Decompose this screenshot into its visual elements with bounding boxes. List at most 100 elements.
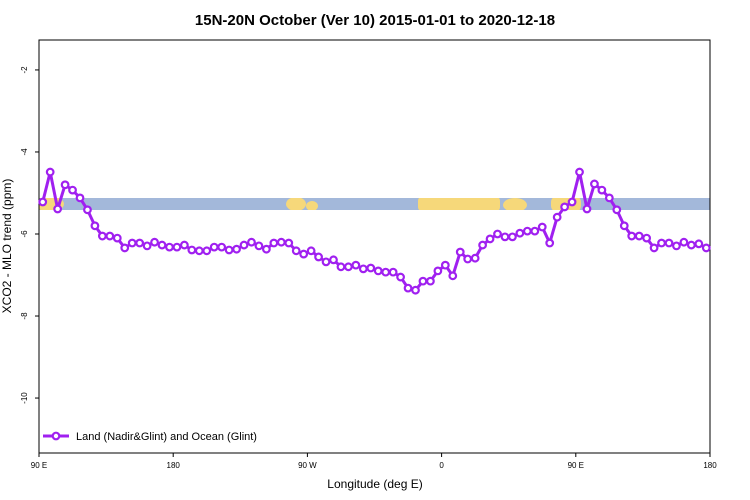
data-point xyxy=(694,239,704,249)
data-point xyxy=(366,263,376,273)
data-point xyxy=(127,238,137,248)
data-point xyxy=(418,276,428,286)
data-point xyxy=(657,238,666,248)
data-point xyxy=(358,264,368,274)
data-point xyxy=(105,231,115,241)
data-point xyxy=(112,233,122,243)
data-point xyxy=(299,249,309,259)
data-point xyxy=(269,238,279,248)
data-point xyxy=(45,167,55,177)
data-point xyxy=(396,272,405,282)
x-tick-label: 0 xyxy=(439,461,444,470)
y-tick-label: -6 xyxy=(20,230,29,238)
data-point xyxy=(179,240,189,250)
data-point xyxy=(686,240,696,250)
data-point xyxy=(373,266,383,276)
data-point xyxy=(120,243,130,253)
data-point xyxy=(75,193,85,203)
data-point xyxy=(53,204,63,214)
data-point xyxy=(590,179,599,189)
y-tick-label: -10 xyxy=(20,392,29,404)
data-point xyxy=(426,276,435,286)
data-point xyxy=(209,242,219,252)
data-point xyxy=(135,238,145,248)
y-tick-label: -8 xyxy=(20,312,29,320)
data-point xyxy=(664,238,674,248)
data-point xyxy=(60,180,70,190)
data-point xyxy=(83,205,92,215)
x-tick-label: 90 W xyxy=(298,461,317,470)
data-point xyxy=(604,193,614,203)
data-point xyxy=(68,185,77,195)
data-point xyxy=(194,246,204,256)
x-axis-label: Longitude (deg E) xyxy=(327,477,422,491)
legend-label: Land (Nadir&Glint) and Ocean (Glint) xyxy=(76,431,257,443)
data-point xyxy=(336,262,346,272)
y-axis-label: XCO2 - MLO trend (ppm) xyxy=(0,179,14,314)
data-point xyxy=(470,253,480,263)
data-point xyxy=(232,244,241,254)
data-point xyxy=(217,242,227,252)
data-point xyxy=(321,257,331,267)
data-point xyxy=(537,222,547,232)
data-point xyxy=(530,226,540,236)
data-point xyxy=(440,260,450,270)
data-point xyxy=(403,283,413,293)
chart-title: 15N-20N October (Ver 10) 2015-01-01 to 2… xyxy=(195,12,555,29)
data-point xyxy=(97,231,107,241)
data-point xyxy=(478,240,488,250)
data-point xyxy=(575,167,584,177)
legend-marker xyxy=(51,431,61,441)
x-tick-label: 90 E xyxy=(568,461,584,470)
x-tick-label: 90 E xyxy=(31,461,47,470)
data-point xyxy=(463,254,473,264)
data-point xyxy=(202,246,212,256)
data-point xyxy=(485,234,495,244)
y-tick-label: -4 xyxy=(20,148,29,156)
y-tick-label: -2 xyxy=(20,66,29,74)
data-point xyxy=(351,260,361,270)
data-point xyxy=(314,252,323,262)
data-point xyxy=(522,226,532,236)
data-point xyxy=(306,246,316,256)
data-point xyxy=(508,232,517,242)
data-point xyxy=(619,221,629,231)
data-point xyxy=(642,233,652,243)
data-point xyxy=(679,237,689,247)
data-point xyxy=(284,238,294,248)
data-point xyxy=(701,243,711,253)
data-point xyxy=(597,185,607,195)
data-point xyxy=(627,231,637,241)
data-point xyxy=(150,237,159,247)
data-point xyxy=(552,212,562,222)
data-point xyxy=(545,238,555,248)
data-point xyxy=(515,228,525,238)
data-point xyxy=(649,243,659,253)
data-point xyxy=(224,245,234,255)
data-point xyxy=(388,267,398,277)
data-point xyxy=(276,237,286,247)
data-point xyxy=(448,271,458,281)
data-point xyxy=(500,232,510,242)
data-point xyxy=(165,242,174,252)
x-tick-label: 180 xyxy=(167,461,181,470)
data-point xyxy=(344,262,353,272)
data-point xyxy=(567,197,577,207)
data-point xyxy=(142,241,152,251)
data-point xyxy=(291,246,301,256)
data-point xyxy=(582,204,592,214)
data-point xyxy=(672,241,681,251)
data-point xyxy=(172,242,182,252)
data-point xyxy=(560,202,570,212)
data-point xyxy=(247,237,256,247)
data-point xyxy=(38,197,48,207)
data-point xyxy=(433,266,443,276)
data-point xyxy=(634,231,644,241)
data-point xyxy=(254,241,264,251)
data-point xyxy=(411,285,420,295)
data-point xyxy=(455,247,465,257)
x-tick-label: 180 xyxy=(703,461,717,470)
data-point xyxy=(261,244,271,254)
data-point xyxy=(157,240,167,250)
